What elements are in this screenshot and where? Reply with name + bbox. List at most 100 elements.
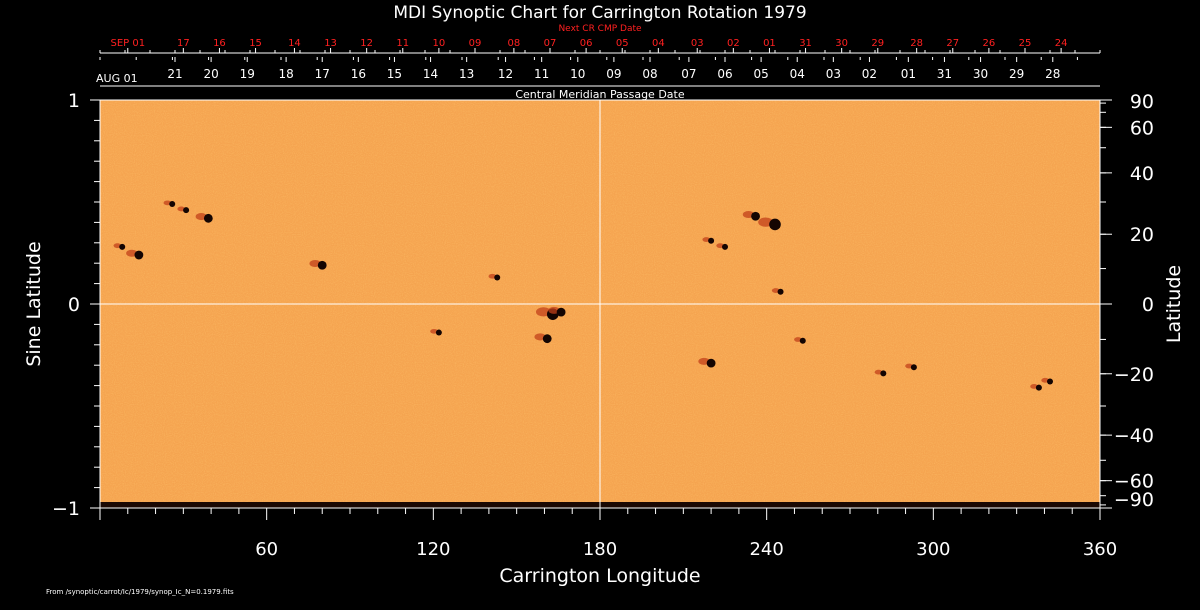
x-tick-label: 300 [916, 539, 950, 560]
sunspot [1035, 384, 1042, 391]
y-axis-label: Sine Latitude [23, 241, 45, 366]
x-tick-label: 240 [749, 539, 783, 560]
next-date-label: 07 [544, 38, 557, 49]
next-date-label: 10 [433, 38, 446, 49]
cmp-date-label: 15 [387, 67, 402, 81]
next-date-label: 31 [799, 38, 812, 49]
next-cr-axis-title: Next CR CMP Date [558, 24, 642, 34]
y-tick-label: −1 [52, 498, 80, 520]
next-date-label-month: SEP 01 [110, 38, 145, 49]
cmp-date-label: 21 [167, 67, 182, 81]
sunspot [708, 237, 715, 244]
cmp-date-label: 31 [937, 67, 952, 81]
cmp-date-label: 20 [203, 67, 218, 81]
cmp-date-label: 30 [973, 67, 988, 81]
cmp-date-label: 12 [498, 67, 513, 81]
next-date-label: 04 [652, 38, 665, 49]
cmp-date-label: 13 [459, 67, 474, 81]
cmp-date-label: 09 [606, 67, 621, 81]
sunspot [777, 288, 784, 295]
next-date-label: 09 [469, 38, 482, 49]
cmp-date-label: 28 [1045, 67, 1060, 81]
next-date-label: 12 [360, 38, 373, 49]
next-date-label: 27 [946, 38, 959, 49]
chart-title: MDI Synoptic Chart for Carrington Rotati… [393, 3, 806, 23]
sunspot [1047, 378, 1053, 385]
next-date-label: 14 [288, 38, 301, 49]
next-date-label: 03 [691, 38, 704, 49]
next-date-label: 15 [249, 38, 262, 49]
next-date-label: 25 [1019, 38, 1032, 49]
x-tick-label: 180 [583, 539, 617, 560]
sunspot [542, 334, 552, 344]
sunspot [556, 307, 566, 317]
sunspot [134, 250, 144, 260]
sunspot [880, 370, 887, 377]
x-axis-label: Carrington Longitude [499, 565, 700, 587]
next-date-label: 01 [763, 38, 776, 49]
cmp-date-label: 10 [570, 67, 585, 81]
x-tick-label: 120 [416, 539, 450, 560]
sine-latitude-axis: 1 0 −1 [52, 90, 100, 520]
lat-tick-label: 20 [1130, 224, 1154, 246]
cmp-date-label: 02 [862, 67, 877, 81]
next-date-label: 05 [616, 38, 629, 49]
sunspot-layer [113, 200, 1053, 391]
cmp-date-label: 29 [1009, 67, 1024, 81]
next-date-label: 16 [213, 38, 226, 49]
next-date-label: 17 [177, 38, 190, 49]
sunspot [706, 358, 716, 368]
footer-source-path: From /synoptic/carrot/Ic/1979/synop_Ic_N… [46, 588, 234, 596]
cmp-date-label: 18 [278, 67, 293, 81]
lat-tick-label: 40 [1130, 163, 1154, 185]
x-tick-label: 60 [255, 539, 278, 560]
sunspot [169, 201, 176, 208]
cmp-date-label: 19 [240, 67, 255, 81]
x-tick-label: 360 [1083, 539, 1117, 560]
sunspot [317, 260, 327, 270]
y-tick-label: 0 [68, 294, 80, 316]
next-date-label: 13 [324, 38, 337, 49]
next-date-label: 30 [835, 38, 848, 49]
cmp-date-label: 07 [681, 67, 696, 81]
lat-tick-label: −60 [1114, 471, 1154, 493]
cmp-date-label-month: AUG 01 [96, 72, 138, 85]
cmp-date-axis: AUG 01 21 20 19 18 17 16 15 14 13 12 11 10 09 08 07 06 05… [96, 57, 1078, 85]
cmp-date-label: 14 [423, 67, 438, 81]
lat-tick-label: −20 [1114, 364, 1154, 386]
next-date-label: 24 [1055, 38, 1068, 49]
cmp-date-label: 05 [753, 67, 768, 81]
sunspot [203, 213, 213, 223]
cmp-axis-title: Central Meridian Passage Date [515, 88, 684, 101]
sunspot [799, 337, 806, 344]
sunspot [119, 243, 126, 250]
next-date-label: 26 [983, 38, 996, 49]
latitude-axis: 90 60 40 20 0 −20 −40 −60−90 [1100, 91, 1154, 511]
next-date-label: 29 [871, 38, 884, 49]
next-date-label: 08 [508, 38, 521, 49]
next-cr-date-axis: SEP 01 17 16 15 14 13 12 11 10 09 08 07 06 05 04 03 02 01… [99, 38, 1101, 53]
next-date-label: 06 [580, 38, 593, 49]
cmp-date-label: 11 [534, 67, 549, 81]
sunspot [722, 243, 728, 250]
lat-tick-label: −40 [1114, 425, 1154, 447]
sunspot [494, 274, 501, 281]
sunspot [435, 329, 442, 336]
y-tick-label: 1 [68, 90, 80, 112]
cmp-date-label: 03 [826, 67, 841, 81]
cmp-date-label: 16 [351, 67, 366, 81]
y-axis-label-right: Latitude [1163, 265, 1185, 343]
cmp-date-label: 08 [642, 67, 657, 81]
sunspot [183, 207, 190, 214]
cmp-date-label: 04 [790, 67, 805, 81]
lat-tick-label: −90 [1114, 489, 1154, 511]
lat-tick-label: 0 [1142, 294, 1154, 316]
cmp-date-label: 01 [901, 67, 916, 81]
cmp-date-label: 17 [315, 67, 330, 81]
next-date-label: 11 [396, 38, 409, 49]
next-date-label: 02 [727, 38, 740, 49]
lat-tick-label: 60 [1130, 117, 1154, 139]
lat-tick-label: 90 [1130, 91, 1154, 113]
longitude-axis: 60 120 180 240 300 360 [99, 508, 1117, 560]
